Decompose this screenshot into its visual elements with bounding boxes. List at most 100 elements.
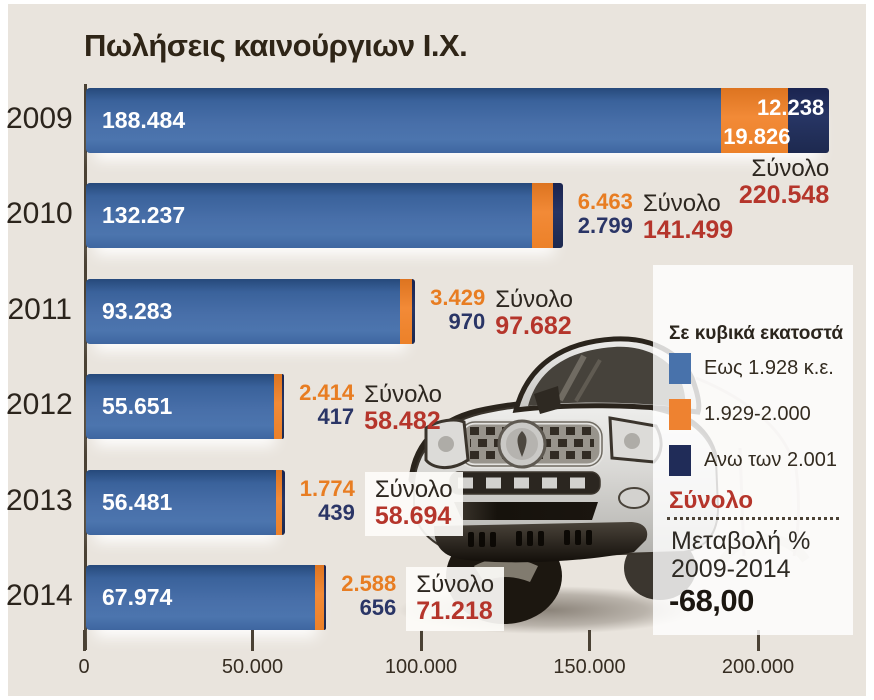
chart-title: Πωλήσεις καινούργιων Ι.Χ. [84, 28, 468, 63]
stacked-bar: 55.651 [86, 374, 285, 440]
bar-value-navy: 970 [448, 308, 486, 334]
total-block: Σύνολο 71.218 [406, 567, 505, 631]
legend-total-label: Σύνολο [669, 487, 754, 514]
axis-tick [419, 630, 423, 651]
legend-swatch [669, 399, 691, 430]
side-mirror [534, 386, 561, 414]
bar-segment-blue: 67.974 [86, 565, 316, 630]
bar-value-navy: 12.238 [756, 95, 825, 120]
legend-item-label: 1.929-2.000 [704, 403, 811, 425]
bar-value-navy: 439 [318, 499, 355, 525]
dotted-divider [667, 517, 839, 520]
fog-light [618, 487, 650, 509]
total-label: Σύνολο [495, 285, 574, 313]
segment-values: 2.414 417 [294, 381, 354, 429]
bar-value-blue: 55.651 [102, 393, 173, 420]
stacked-bar: 56.481 [86, 469, 285, 535]
bar-value-orange: 2.414 [299, 380, 355, 406]
total-block: Σύνολο 58.482 [364, 382, 442, 434]
bar-value-blue: 56.481 [102, 488, 173, 515]
axis-tick-label: 200.000 [721, 656, 795, 678]
legend-item: Εως 1.928 κ.ε. [669, 353, 834, 387]
bar-segment-orange [273, 374, 282, 440]
bumper-strip [454, 502, 598, 520]
total-block: Σύνολο 97.682 [495, 287, 573, 339]
bar-value-navy: 417 [317, 404, 355, 430]
bar-value-orange: 6.463 [577, 189, 633, 215]
segment-values: 2.588 656 [336, 572, 396, 620]
year-label: 2013 [6, 483, 73, 517]
bar-segment-orange [721, 88, 788, 153]
stacked-bar: 132.237 [86, 183, 563, 249]
bar-segment-orange [531, 183, 554, 249]
total-block: Σύνολο 141.499 [643, 191, 733, 243]
change-value: -68,00 [669, 583, 754, 618]
bar-segment-navy [553, 183, 563, 249]
bar-segment-navy [411, 278, 416, 344]
stacked-bar: 188.484 19.826 12.238 [86, 88, 830, 153]
axis-tick-label: 0 [78, 656, 90, 678]
year-label: 2009 [6, 102, 73, 135]
total-value: 58.482 [364, 407, 441, 436]
bar-value-blue: 93.283 [102, 297, 173, 324]
year-label: 2012 [6, 388, 73, 422]
bar-value-orange: 2.588 [341, 571, 397, 596]
total-label: Σύνολο [416, 571, 495, 598]
year-label: 2014 [6, 579, 73, 612]
change-label-line1: Μεταβολή % [671, 527, 811, 555]
bar-value-navy: 2.799 [577, 213, 633, 239]
bar-segment-navy [282, 469, 285, 535]
total-value: 97.682 [495, 311, 572, 340]
stacked-bar: 93.283 [86, 278, 416, 344]
bar-value-blue: 188.484 [102, 107, 186, 133]
y-axis-line [84, 84, 87, 650]
total-label: Σύνολο [364, 381, 443, 409]
axis-tick-label: 50.000 [221, 656, 284, 678]
axis-tick [251, 630, 254, 651]
bar-value-navy: 656 [359, 595, 397, 620]
segment-values: 3.429 970 [425, 284, 486, 334]
bar-segment-blue: 93.283 [86, 278, 401, 344]
bar-value-blue: 67.974 [102, 584, 173, 610]
year-label: 2011 [7, 292, 72, 326]
total-value: 58.694 [374, 501, 452, 530]
legend-item-label: Ανω των 2.001 [704, 449, 837, 471]
bar-segment-blue: 132.237 [86, 183, 532, 249]
total-block: Σύνολο 220.548 [659, 156, 829, 208]
bar-segment-blue: 188.484 [86, 88, 722, 153]
bar-value-blue: 132.237 [102, 202, 186, 229]
total-value: 71.218 [416, 597, 493, 625]
legend-item: Ανω των 2.001 [669, 445, 837, 479]
total-value: 220.548 [738, 181, 830, 209]
bar-segment-navy [788, 88, 830, 153]
total-block: Σύνολο 58.694 [364, 471, 463, 536]
bar-segment-blue: 55.651 [86, 374, 274, 440]
legend-item: 1.929-2.000 [669, 399, 811, 433]
legend-swatch [669, 353, 691, 384]
bar-segment-orange [276, 469, 283, 535]
total-value: 141.499 [642, 216, 734, 245]
axis-tick [82, 630, 86, 651]
legend-swatch [669, 445, 691, 476]
bar-value-orange: 3.429 [430, 284, 486, 310]
legend-panel: Σε κυβικά εκατοστά Εως 1.928 κ.ε. 1.929-2… [653, 265, 853, 635]
legend-header: Σε κυβικά εκατοστά [669, 323, 843, 344]
axis-tick-label: 100.000 [384, 656, 458, 678]
change-label-line2: 2009-2014 [671, 555, 791, 583]
bar-segment-orange [400, 278, 412, 344]
total-label: Σύνολο [751, 155, 830, 182]
segment-values: 1.774 439 [295, 475, 355, 525]
bar-value-orange: 1.774 [299, 475, 355, 501]
legend-item-label: Εως 1.928 κ.ε. [704, 357, 834, 379]
total-label: Σύνολο [642, 190, 721, 218]
bar-value-orange: 19.826 [723, 124, 791, 149]
stacked-bar: 67.974 [86, 565, 327, 630]
total-label: Σύνολο [374, 475, 453, 503]
axis-tick [756, 630, 760, 651]
axis-tick-label: 150.000 [553, 656, 626, 678]
segment-values: 6.463 2.799 [573, 190, 633, 238]
bar-segment-orange [315, 565, 324, 630]
bar-segment-navy [281, 374, 285, 440]
axis-tick [588, 630, 591, 651]
